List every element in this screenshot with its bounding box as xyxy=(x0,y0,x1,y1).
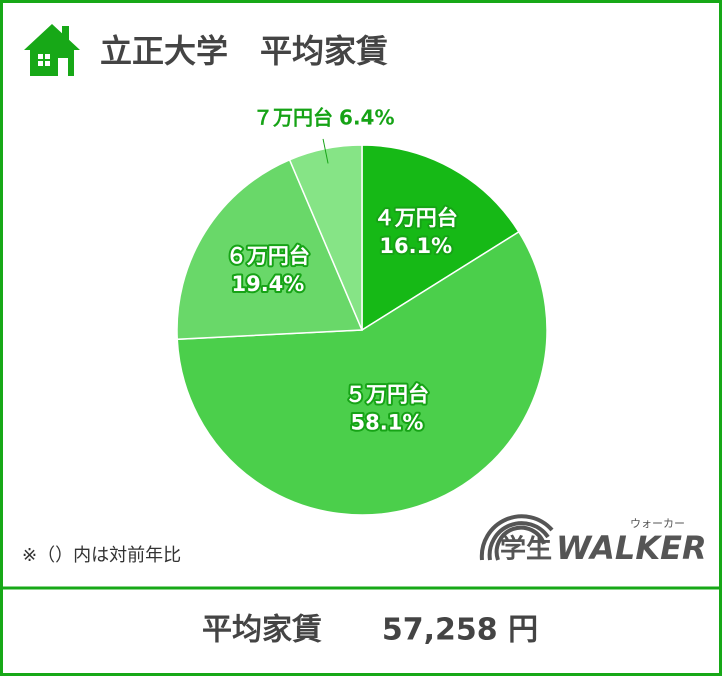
slice-value: 6.4% xyxy=(339,105,394,129)
logo-ruby: ウォーカー xyxy=(630,517,685,530)
pie-slice xyxy=(176,158,364,341)
pie-slice xyxy=(361,144,520,332)
note: ※（）内は対前年比 xyxy=(22,545,181,566)
house-icon xyxy=(24,24,80,76)
logo-main: 学生 xyxy=(500,534,552,565)
slice-value: 16.1% xyxy=(379,234,452,258)
slice-category: ７万円台 xyxy=(253,105,333,129)
slice-category: ４万円台 xyxy=(374,206,458,230)
slice-category: ５万円台 xyxy=(345,382,429,406)
slice-category: ６万円台 xyxy=(226,244,310,268)
footer-label: 平均家賃 xyxy=(202,613,322,648)
slice-value: 58.1% xyxy=(351,410,424,434)
chart-title: 立正大学 平均家賃 xyxy=(100,32,388,70)
logo: 学生 WALKER ウォーカー xyxy=(479,514,707,567)
footer-amount: 57,258 円 xyxy=(382,613,538,648)
pie: ４万円台 16.1% ５万円台 58.1% ６万円台 19.4% ７万円台 6.4% xyxy=(176,105,548,516)
pie-slice xyxy=(176,230,548,516)
logo-brand: WALKER xyxy=(556,529,707,567)
leader-line xyxy=(322,138,329,164)
slice-value: 19.4% xyxy=(231,272,304,296)
